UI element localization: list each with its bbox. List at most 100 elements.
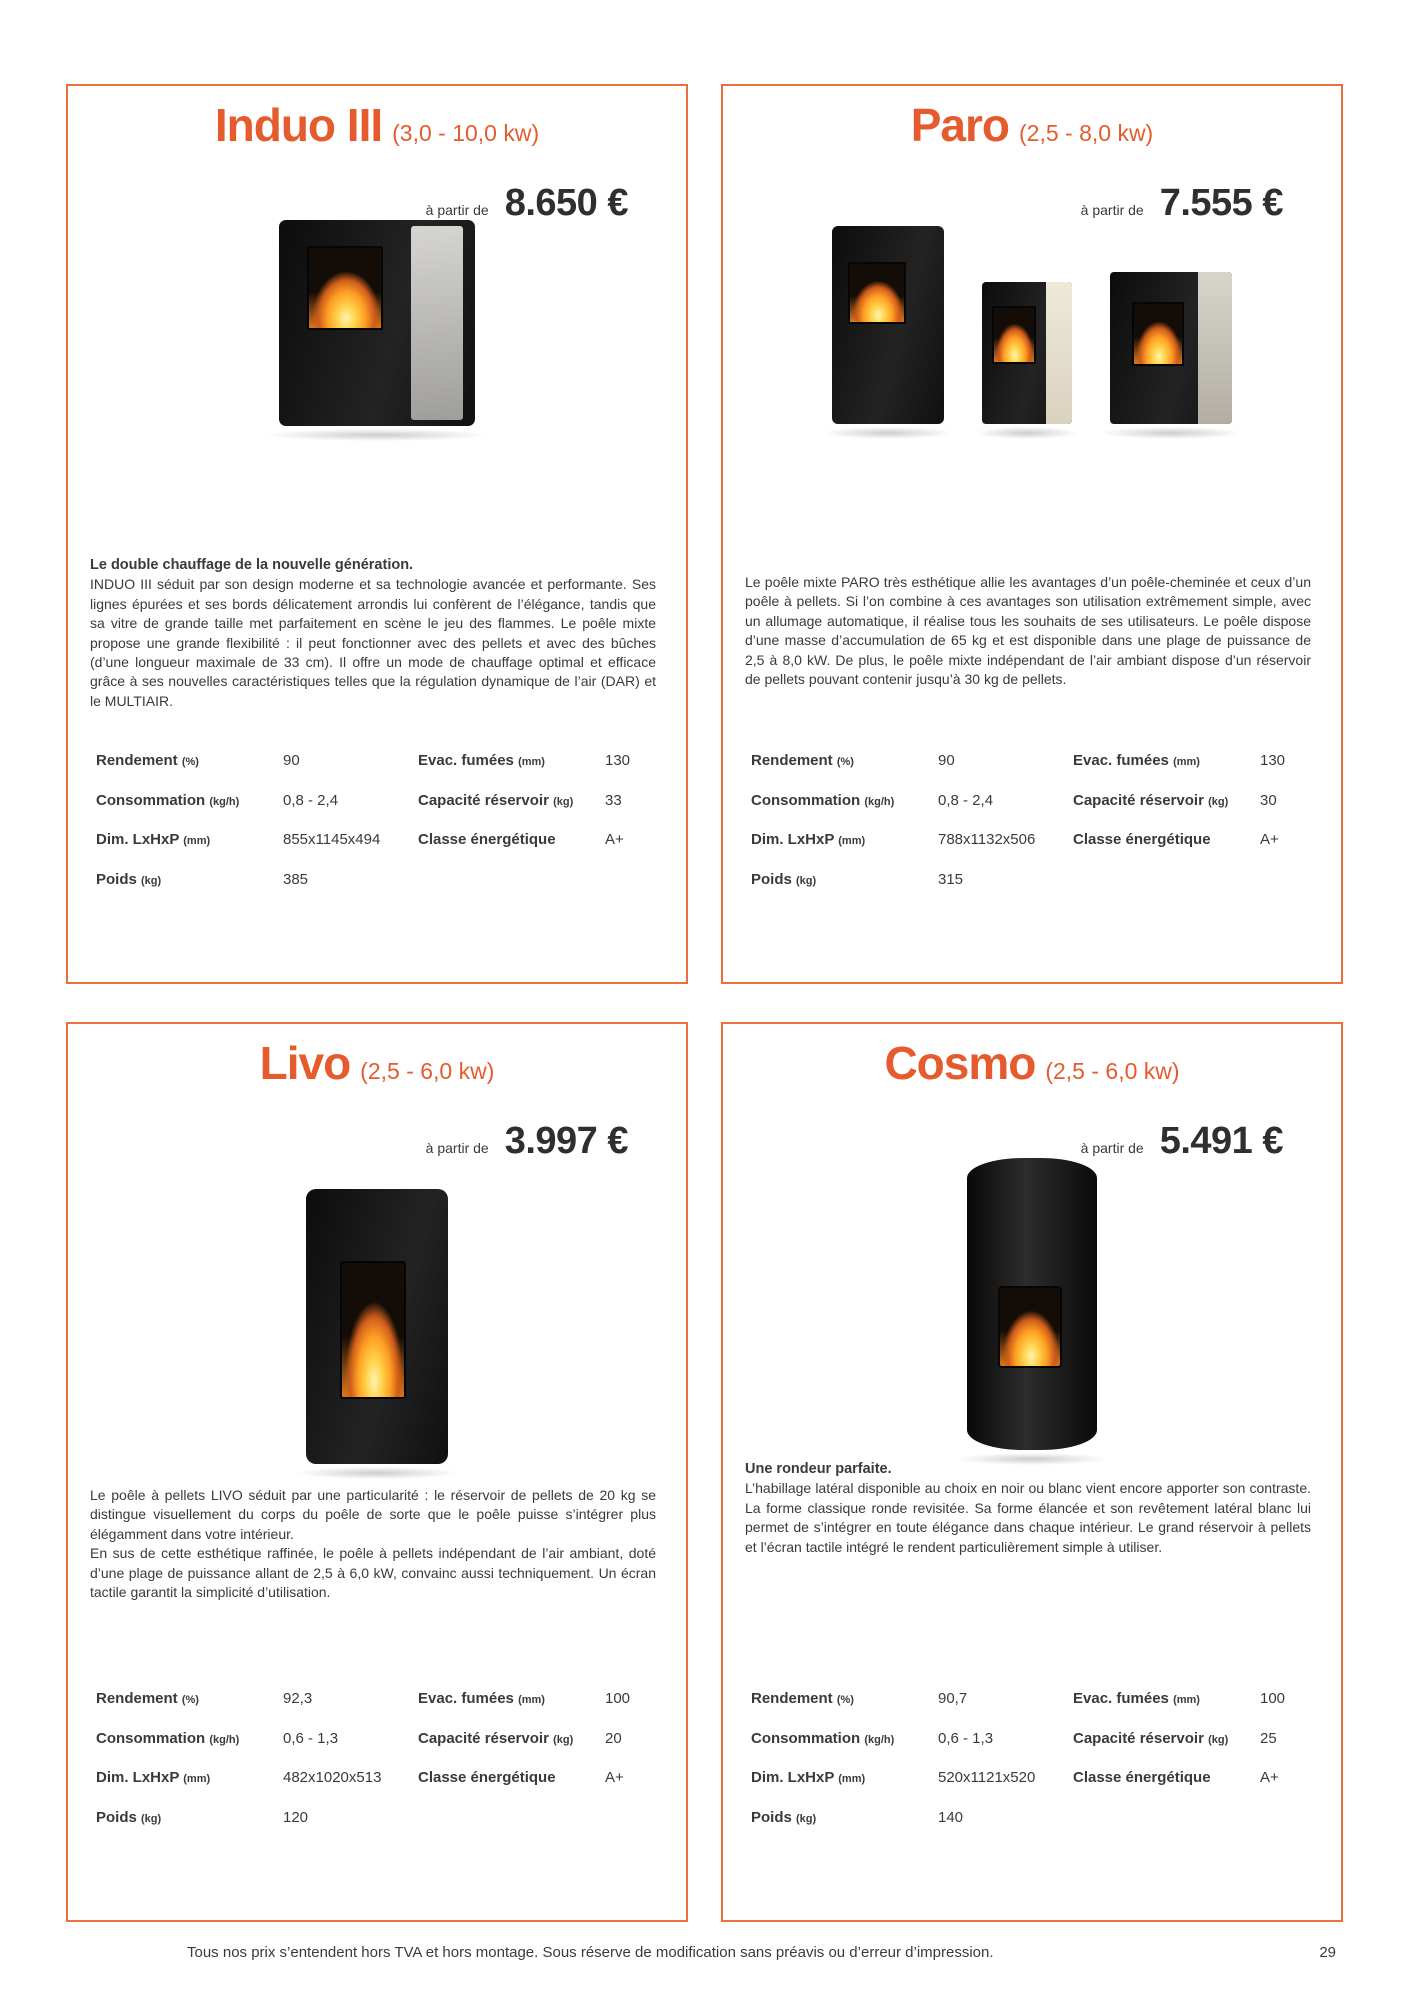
spec-value: A+ <box>1260 831 1279 848</box>
spec-label-text: Rendement <box>751 1690 833 1707</box>
product-title: Cosmo (2,5 - 6,0 kw) <box>723 1036 1341 1090</box>
spec-value: 90 <box>283 752 300 769</box>
spec-label-text: Capacité réservoir <box>418 1729 549 1747</box>
spec-label-text: Consommation <box>751 791 861 809</box>
spec-label-text: Poids <box>751 1808 792 1826</box>
stove-fire-window <box>998 1286 1062 1368</box>
spec-row: Evac. fumées (mm) 100 <box>418 1690 680 1730</box>
spec-row: Consommation (kg/h) 0,8 - 2,4 <box>96 792 396 832</box>
product-title: Induo III (3,0 - 10,0 kw) <box>68 98 686 152</box>
spec-value: 315 <box>938 870 964 888</box>
spec-value: 90,7 <box>938 1690 968 1707</box>
spec-label-text: Rendement <box>751 752 833 769</box>
spec-label-text: Poids <box>96 1808 137 1826</box>
stove-fire-window <box>992 306 1036 364</box>
spec-column-left: Rendement (%) 90,7 Consommation (kg/h) 0,6… <box>751 1690 1051 1848</box>
spec-label-text: Evac. fumées <box>418 1690 514 1707</box>
description-paragraph-1: INDUO III séduit par son design moderne … <box>90 576 656 709</box>
spec-label-unit: (mm) <box>183 1773 211 1785</box>
spec-label-unit: (mm) <box>1173 756 1200 768</box>
spec-label-unit: (%) <box>181 1694 199 1706</box>
spec-row: Poids (kg) 120 <box>96 1809 396 1849</box>
spec-label: Classe énergétique <box>418 1769 605 1786</box>
price-prefix-label: à partir de <box>1080 202 1144 218</box>
spec-value: 130 <box>1260 752 1286 769</box>
spec-value: 33 <box>605 791 622 809</box>
footer-note: Tous nos prix s’entendent hors TVA et ho… <box>187 1944 994 1961</box>
product-description: Une rondeur parfaite. L’habillage latéra… <box>745 1460 1311 1557</box>
product-photo-area <box>68 1187 686 1479</box>
description-paragraph-2: En sus de cette esthétique raffinée, le … <box>90 1545 656 1601</box>
product-photo-area <box>723 1154 1341 1465</box>
spec-label-unit: (mm) <box>838 835 866 847</box>
product-card-paro: Paro (2,5 - 8,0 kw) à partir de 7.555 € L… <box>721 84 1343 984</box>
spec-column-left: Rendement (%) 90 Consommation (kg/h) 0,8 -… <box>751 752 1051 910</box>
spec-label-text: Evac. fumées <box>1073 752 1169 769</box>
spec-value: 520x1121x520 <box>938 1769 1036 1786</box>
spec-column-left: Rendement (%) 90 Consommation (kg/h) 0,8 -… <box>96 752 396 910</box>
spec-label-text: Poids <box>96 870 137 888</box>
spec-label: Evac. fumées (mm) <box>418 752 605 769</box>
product-description: Le poêle mixte PARO très esthétique alli… <box>745 573 1311 689</box>
spec-label: Classe énergétique <box>418 831 605 848</box>
product-card-induo-iii: Induo III (3,0 - 10,0 kw) à partir de 8.6… <box>66 84 688 984</box>
description-paragraph-1: L’habillage latéral disponible au choix … <box>745 1480 1311 1555</box>
spec-label-unit: (kg) <box>1208 1733 1229 1746</box>
page-number: 29 <box>1319 1944 1336 1961</box>
product-price: 3.997 € <box>504 1120 629 1162</box>
spec-column-right: Evac. fumées (mm) 130 Capacité réservoir … <box>1073 752 1335 871</box>
spec-label-text: Dim. LxHxP <box>96 1769 180 1786</box>
spec-label-text: Evac. fumées <box>418 752 514 769</box>
spec-label-text: Dim. LxHxP <box>751 1769 835 1786</box>
spec-value: 0,8 - 2,4 <box>283 791 339 809</box>
spec-label-text: Dim. LxHxP <box>96 831 180 848</box>
product-price: 5.491 € <box>1159 1120 1284 1162</box>
spec-row: Capacité réservoir (kg) 30 <box>1073 792 1335 832</box>
price-prefix-label: à partir de <box>425 202 489 218</box>
product-photo-area <box>723 218 1341 439</box>
price-row: à partir de 7.555 € <box>1080 182 1284 225</box>
stove-fire-window <box>340 1261 406 1399</box>
spec-label-text: Consommation <box>96 1729 206 1747</box>
flame <box>994 308 1034 362</box>
price-row: à partir de 8.650 € <box>425 182 629 225</box>
spec-row: Rendement (%) 92,3 <box>96 1690 396 1730</box>
spec-value: 100 <box>605 1690 631 1707</box>
spec-row: Evac. fumées (mm) 100 <box>1073 1690 1335 1730</box>
spec-label-text: Consommation <box>751 1729 861 1747</box>
spec-row: Poids (kg) 385 <box>96 871 396 911</box>
product-power-range: (2,5 - 6,0 kw) <box>1045 1058 1180 1084</box>
spec-table: Rendement (%) 90,7 Consommation (kg/h) 0,6… <box>751 1690 1325 1860</box>
spec-column-right: Evac. fumées (mm) 100 Capacité réservoir … <box>418 1690 680 1809</box>
spec-label-text: Classe énergétique <box>1073 831 1211 848</box>
spec-row: Dim. LxHxP (mm) 482x1020x513 <box>96 1769 396 1809</box>
product-name: Livo <box>259 1037 352 1089</box>
stove-image-paro-black <box>824 226 952 439</box>
spec-column-right: Evac. fumées (mm) 130 Capacité réservoir … <box>418 752 680 871</box>
spec-label: Rendement (%) <box>751 1690 938 1707</box>
spec-label: Rendement (%) <box>96 752 283 769</box>
spec-label: Rendement (%) <box>751 752 938 769</box>
flame <box>1000 1288 1060 1366</box>
stove-fire-window <box>1132 302 1184 366</box>
stove-image-induo-iii <box>265 220 489 441</box>
spec-label: Consommation (kg/h) <box>96 1730 283 1747</box>
spec-row: Classe énergétique A+ <box>418 1769 680 1809</box>
description-heading: Une rondeur parfaite. <box>745 1461 892 1477</box>
spec-row: Rendement (%) 90 <box>751 752 1051 792</box>
spec-label: Dim. LxHxP (mm) <box>96 1769 283 1786</box>
spec-value: 0,8 - 2,4 <box>938 791 994 809</box>
spec-label: Consommation (kg/h) <box>751 1730 938 1747</box>
product-name: Induo III <box>214 99 383 151</box>
spec-value: 140 <box>938 1808 964 1826</box>
spec-label-unit: (kg) <box>141 874 162 887</box>
spec-row: Rendement (%) 90 <box>96 752 396 792</box>
spec-row: Poids (kg) 315 <box>751 871 1051 911</box>
spec-row: Capacité réservoir (kg) 25 <box>1073 1730 1335 1770</box>
product-description: Le double chauffage de la nouvelle génér… <box>90 556 656 711</box>
spec-label-text: Classe énergétique <box>418 1769 556 1786</box>
spec-row: Evac. fumées (mm) 130 <box>418 752 680 792</box>
spec-value: 120 <box>283 1808 309 1826</box>
spec-value: A+ <box>605 831 624 848</box>
spec-label-unit: (kg/h) <box>864 1733 895 1746</box>
